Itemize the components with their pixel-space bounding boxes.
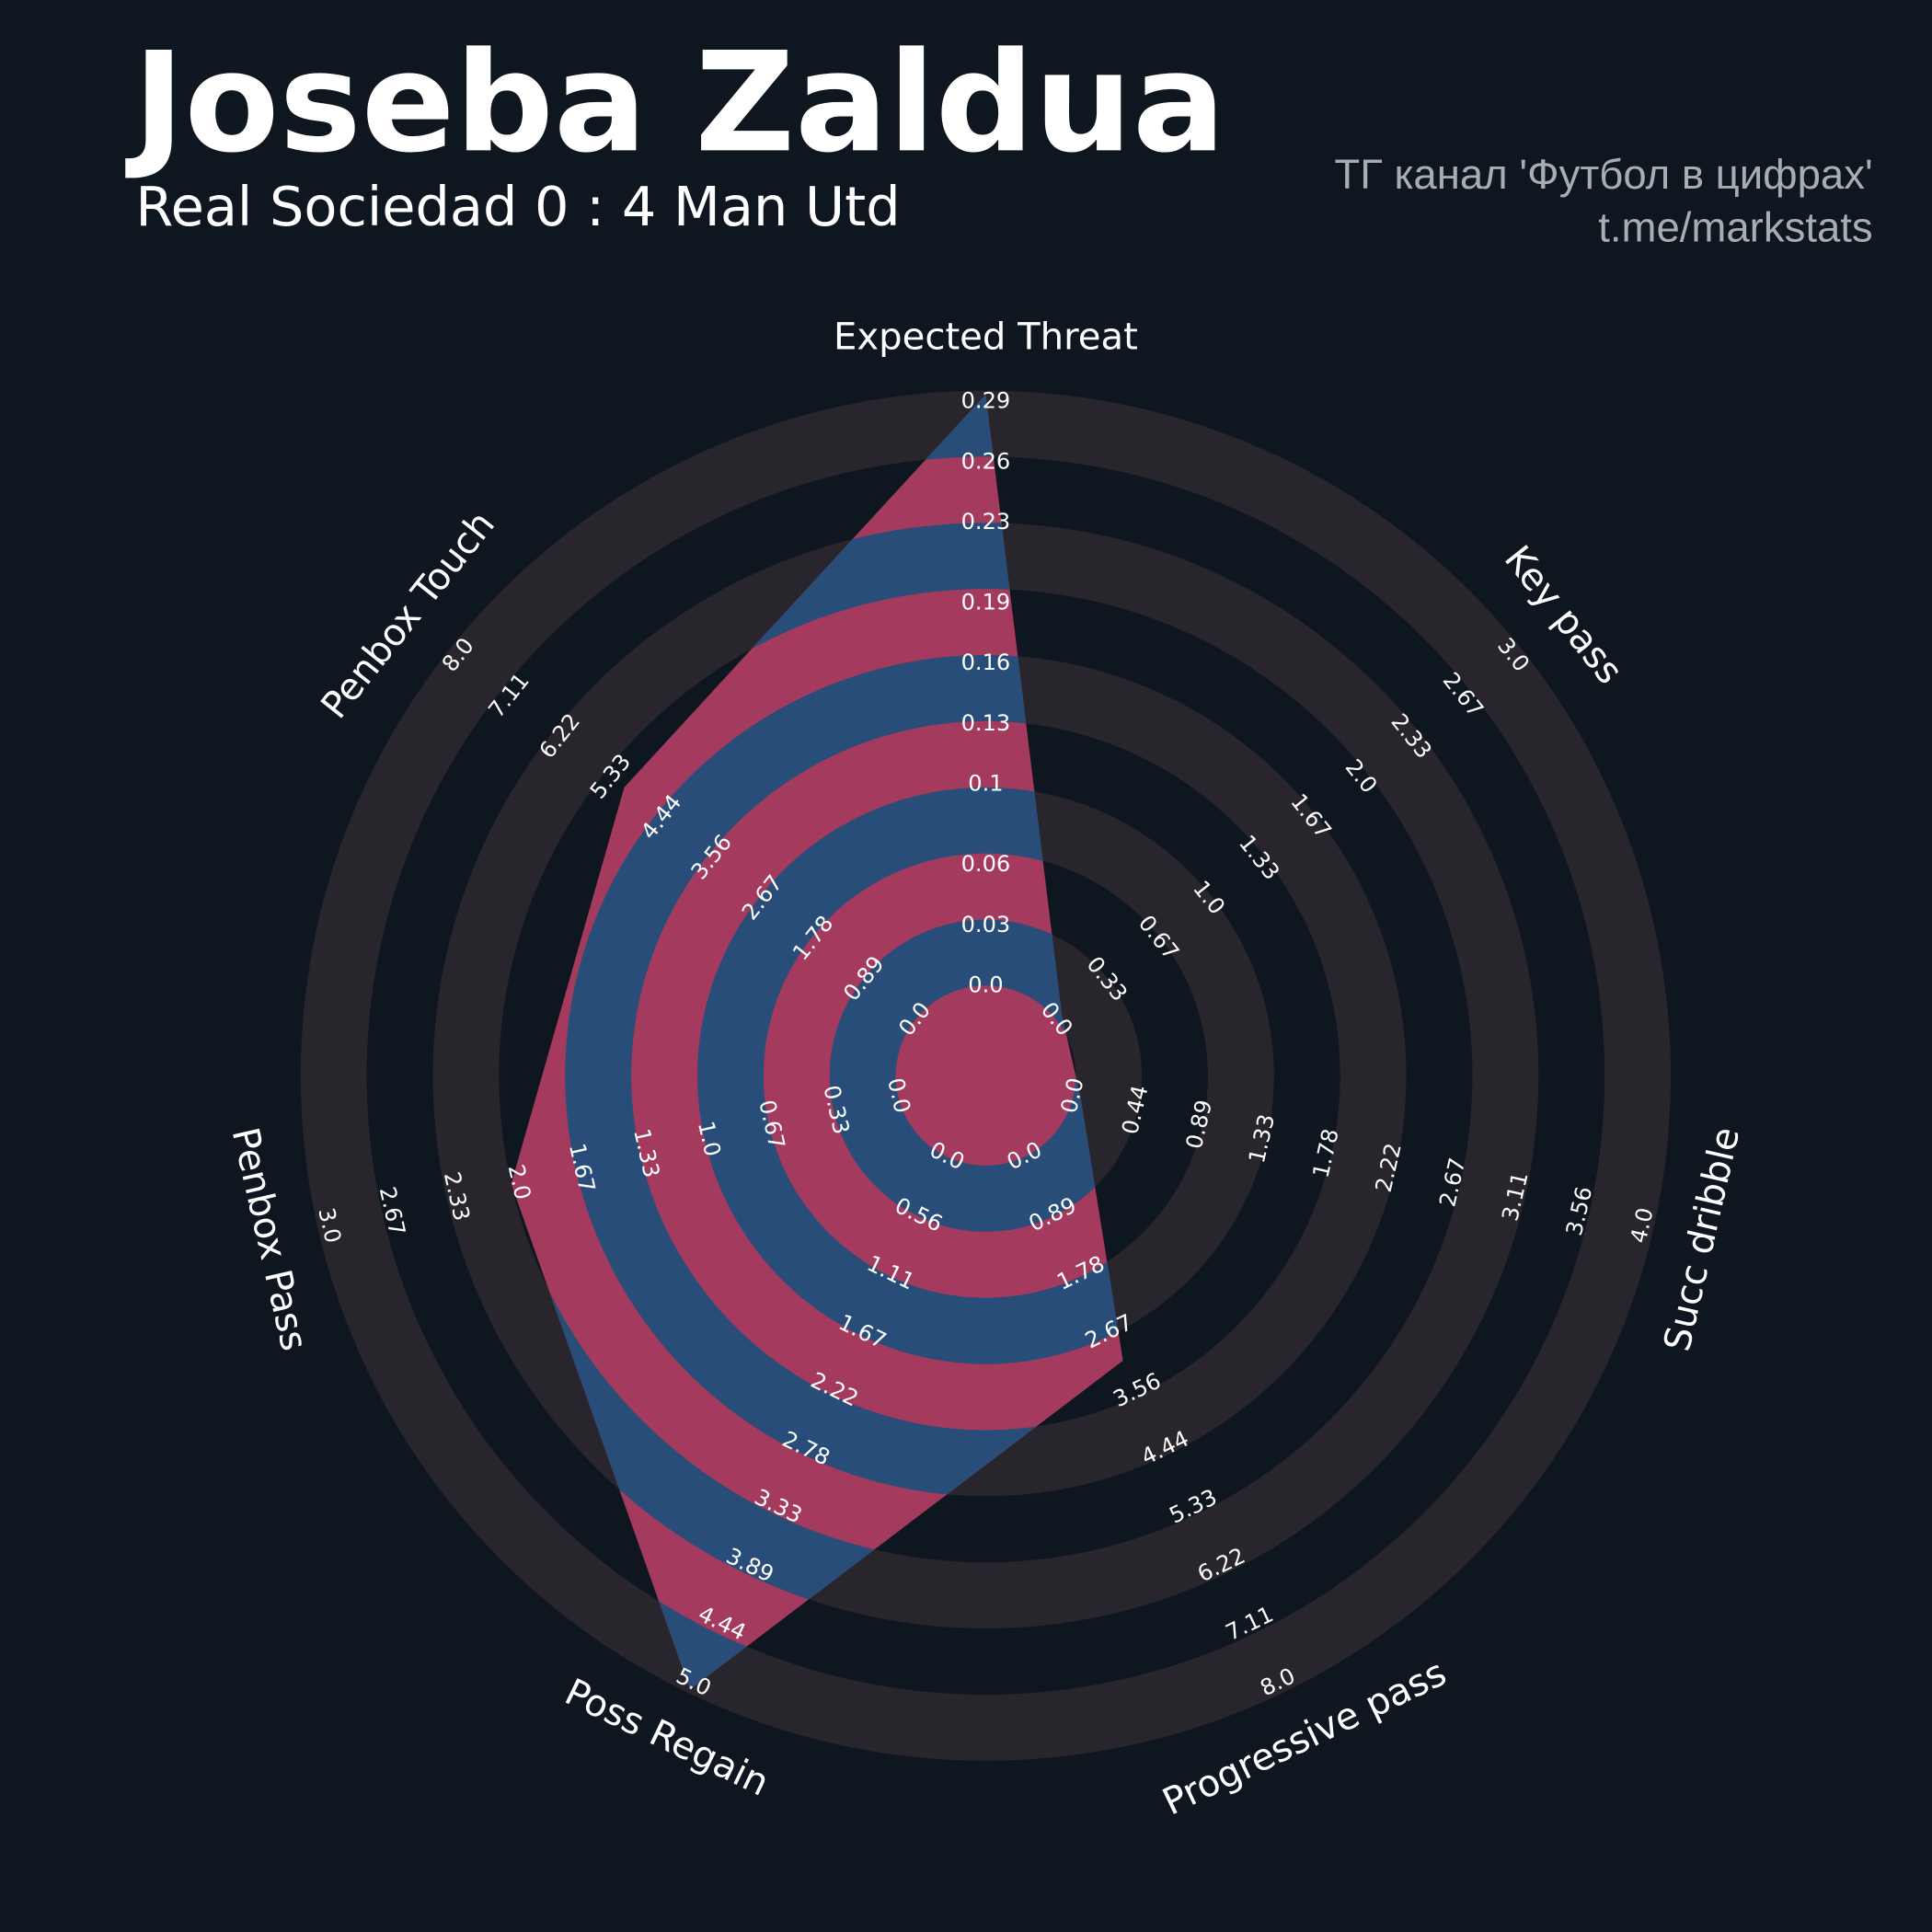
- tick-label: 0.29: [961, 388, 1011, 414]
- tick-label: 0.19: [961, 590, 1011, 615]
- credit: t.me/markstats: [1598, 204, 1872, 251]
- tick-label: 0.0: [968, 972, 1003, 997]
- tick-label: 0.1: [968, 771, 1003, 797]
- subtitle: Real Sociedad 0 : 4 Man Utd: [135, 175, 900, 238]
- title: Joseba Zaldua: [125, 23, 1225, 183]
- tick-label: 0.13: [961, 710, 1011, 736]
- credit: ТГ канал 'Футбол в цифрах': [1334, 151, 1872, 198]
- tick-label: 0.26: [961, 448, 1011, 474]
- tick-label: 0.06: [961, 851, 1011, 877]
- tick-label: 0.03: [961, 912, 1011, 937]
- tick-label: 0.23: [961, 509, 1011, 535]
- tick-label: 0.16: [961, 650, 1011, 675]
- param-label: Expected Threat: [834, 316, 1138, 358]
